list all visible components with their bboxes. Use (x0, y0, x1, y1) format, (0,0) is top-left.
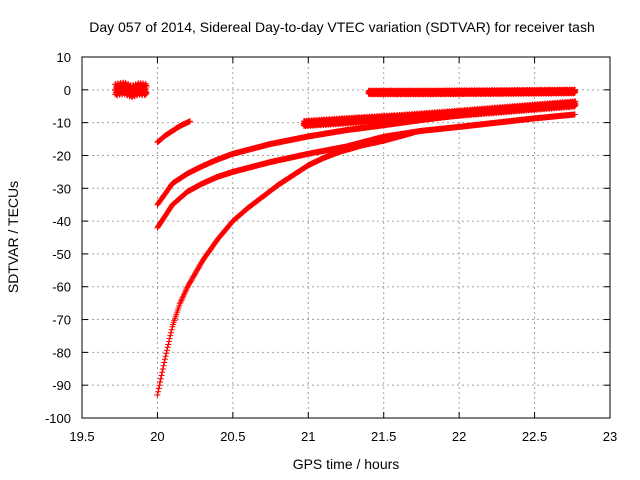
y-tick-label: -50 (52, 247, 71, 262)
x-tick-label: 19.5 (69, 429, 94, 444)
x-tick-label: 21.5 (371, 429, 396, 444)
data-points-layer (112, 79, 579, 398)
x-tick-label: 23 (603, 429, 617, 444)
data-point (156, 382, 163, 389)
data-point (180, 293, 187, 300)
data-point (166, 338, 172, 345)
y-tick-label: -80 (52, 345, 71, 360)
data-point (182, 287, 189, 294)
data-point (161, 359, 168, 366)
y-tick-label: -20 (52, 148, 71, 163)
y-tick-label: -40 (52, 214, 71, 229)
data-point (163, 347, 170, 354)
data-point (160, 362, 167, 369)
data-point (571, 111, 578, 118)
data-point (164, 344, 171, 351)
y-tick-label: -90 (52, 378, 71, 393)
data-point (143, 82, 150, 89)
y-tick-label: -30 (52, 181, 71, 196)
data-point (155, 385, 162, 392)
series-track-7 (365, 86, 578, 98)
y-axis-label: SDTVAR / TECUs (5, 181, 21, 293)
y-tick-label: -60 (52, 280, 71, 295)
series-track-4 (154, 111, 578, 231)
data-point (168, 326, 175, 333)
data-point (159, 366, 166, 372)
data-point (159, 369, 166, 376)
series-track-1 (112, 79, 150, 101)
data-point (165, 341, 172, 348)
chart-title: Day 057 of 2014, Sidereal Day-to-day VTE… (89, 19, 595, 35)
data-point (166, 335, 173, 342)
data-point (157, 379, 164, 385)
data-point (161, 356, 168, 363)
x-tick-label: 22.5 (522, 429, 547, 444)
data-point (154, 392, 161, 398)
x-axis-label: GPS time / hours (293, 456, 400, 472)
data-point (163, 350, 170, 357)
data-point (143, 89, 150, 96)
data-point (158, 372, 165, 379)
series-track-6 (300, 98, 579, 130)
data-point (410, 129, 417, 136)
x-tick-label: 20.5 (220, 429, 245, 444)
series-track-2 (154, 118, 193, 146)
y-tick-label: -70 (52, 313, 71, 328)
y-tick-label: -100 (45, 411, 71, 426)
data-point (187, 118, 193, 125)
data-point (155, 388, 162, 395)
y-tick-label: -10 (52, 116, 71, 131)
data-point (167, 332, 174, 339)
y-tick-label: 10 (57, 50, 71, 65)
series-track-5 (154, 129, 417, 398)
data-point (168, 329, 174, 336)
data-point (162, 353, 169, 360)
data-point (157, 375, 164, 382)
x-tick-label: 22 (452, 429, 466, 444)
x-tick-label: 20 (150, 429, 164, 444)
x-tick-label: 21 (301, 429, 315, 444)
y-tick-label: 0 (64, 83, 71, 98)
